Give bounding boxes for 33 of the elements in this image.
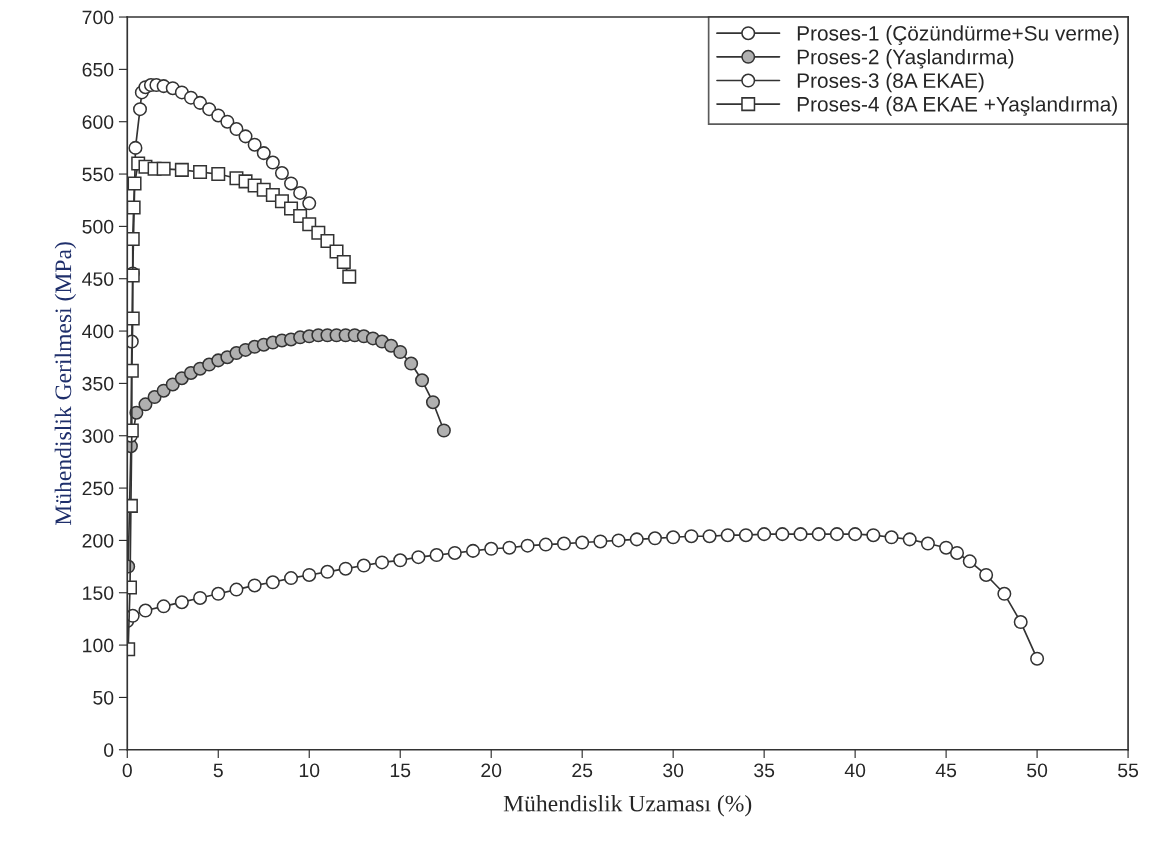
y-tick-label: 0 xyxy=(104,743,114,757)
y-tick-label: 600 xyxy=(82,115,114,129)
y-tick-label: 150 xyxy=(83,586,114,600)
x-tick-label: 20 xyxy=(481,763,502,778)
y-tick-label: 350 xyxy=(82,376,114,391)
legend-label: Proses-3 (8A EKAE) xyxy=(797,72,984,93)
x-tick-label: 25 xyxy=(572,763,593,778)
y-tick-label: 400 xyxy=(82,324,114,339)
y-tick-label: 700 xyxy=(82,10,114,25)
x-tick-label: 5 xyxy=(213,763,223,778)
x-tick-label: 55 xyxy=(1118,763,1139,778)
x-axis-title: Mühendislik Uzaması (%) xyxy=(503,794,752,817)
y-tick-label: 450 xyxy=(82,272,114,286)
x-tick-label: 45 xyxy=(935,763,957,778)
legend-label: Proses-1 (Çözündürme+Su verme) xyxy=(797,25,1119,45)
legend-label: Proses-4 (8A EKAE +Yaşlandırma) xyxy=(797,96,1117,116)
y-tick-label: 650 xyxy=(82,62,114,77)
y-tick-label: 200 xyxy=(82,533,114,548)
x-tick-label: 10 xyxy=(299,763,320,778)
x-tick-label: 35 xyxy=(754,763,775,778)
y-tick-label: 500 xyxy=(82,219,114,234)
y-tick-label: 300 xyxy=(82,429,114,443)
x-tick-label: 50 xyxy=(1027,763,1048,778)
legend-label: Proses-2 (Yaşlandırma) xyxy=(797,49,1014,69)
y-axis-title: Mühendislik Gerilmesi (MPa) xyxy=(54,242,77,526)
y-tick-label: 50 xyxy=(93,690,114,705)
y-tick-label: 550 xyxy=(82,167,114,182)
x-tick-label: 30 xyxy=(663,763,684,778)
x-tick-label: 0 xyxy=(122,763,132,778)
x-tick-label: 40 xyxy=(844,763,866,778)
x-tick-label: 15 xyxy=(390,763,411,778)
y-tick-label: 250 xyxy=(82,481,114,496)
y-tick-label: 100 xyxy=(83,638,114,653)
